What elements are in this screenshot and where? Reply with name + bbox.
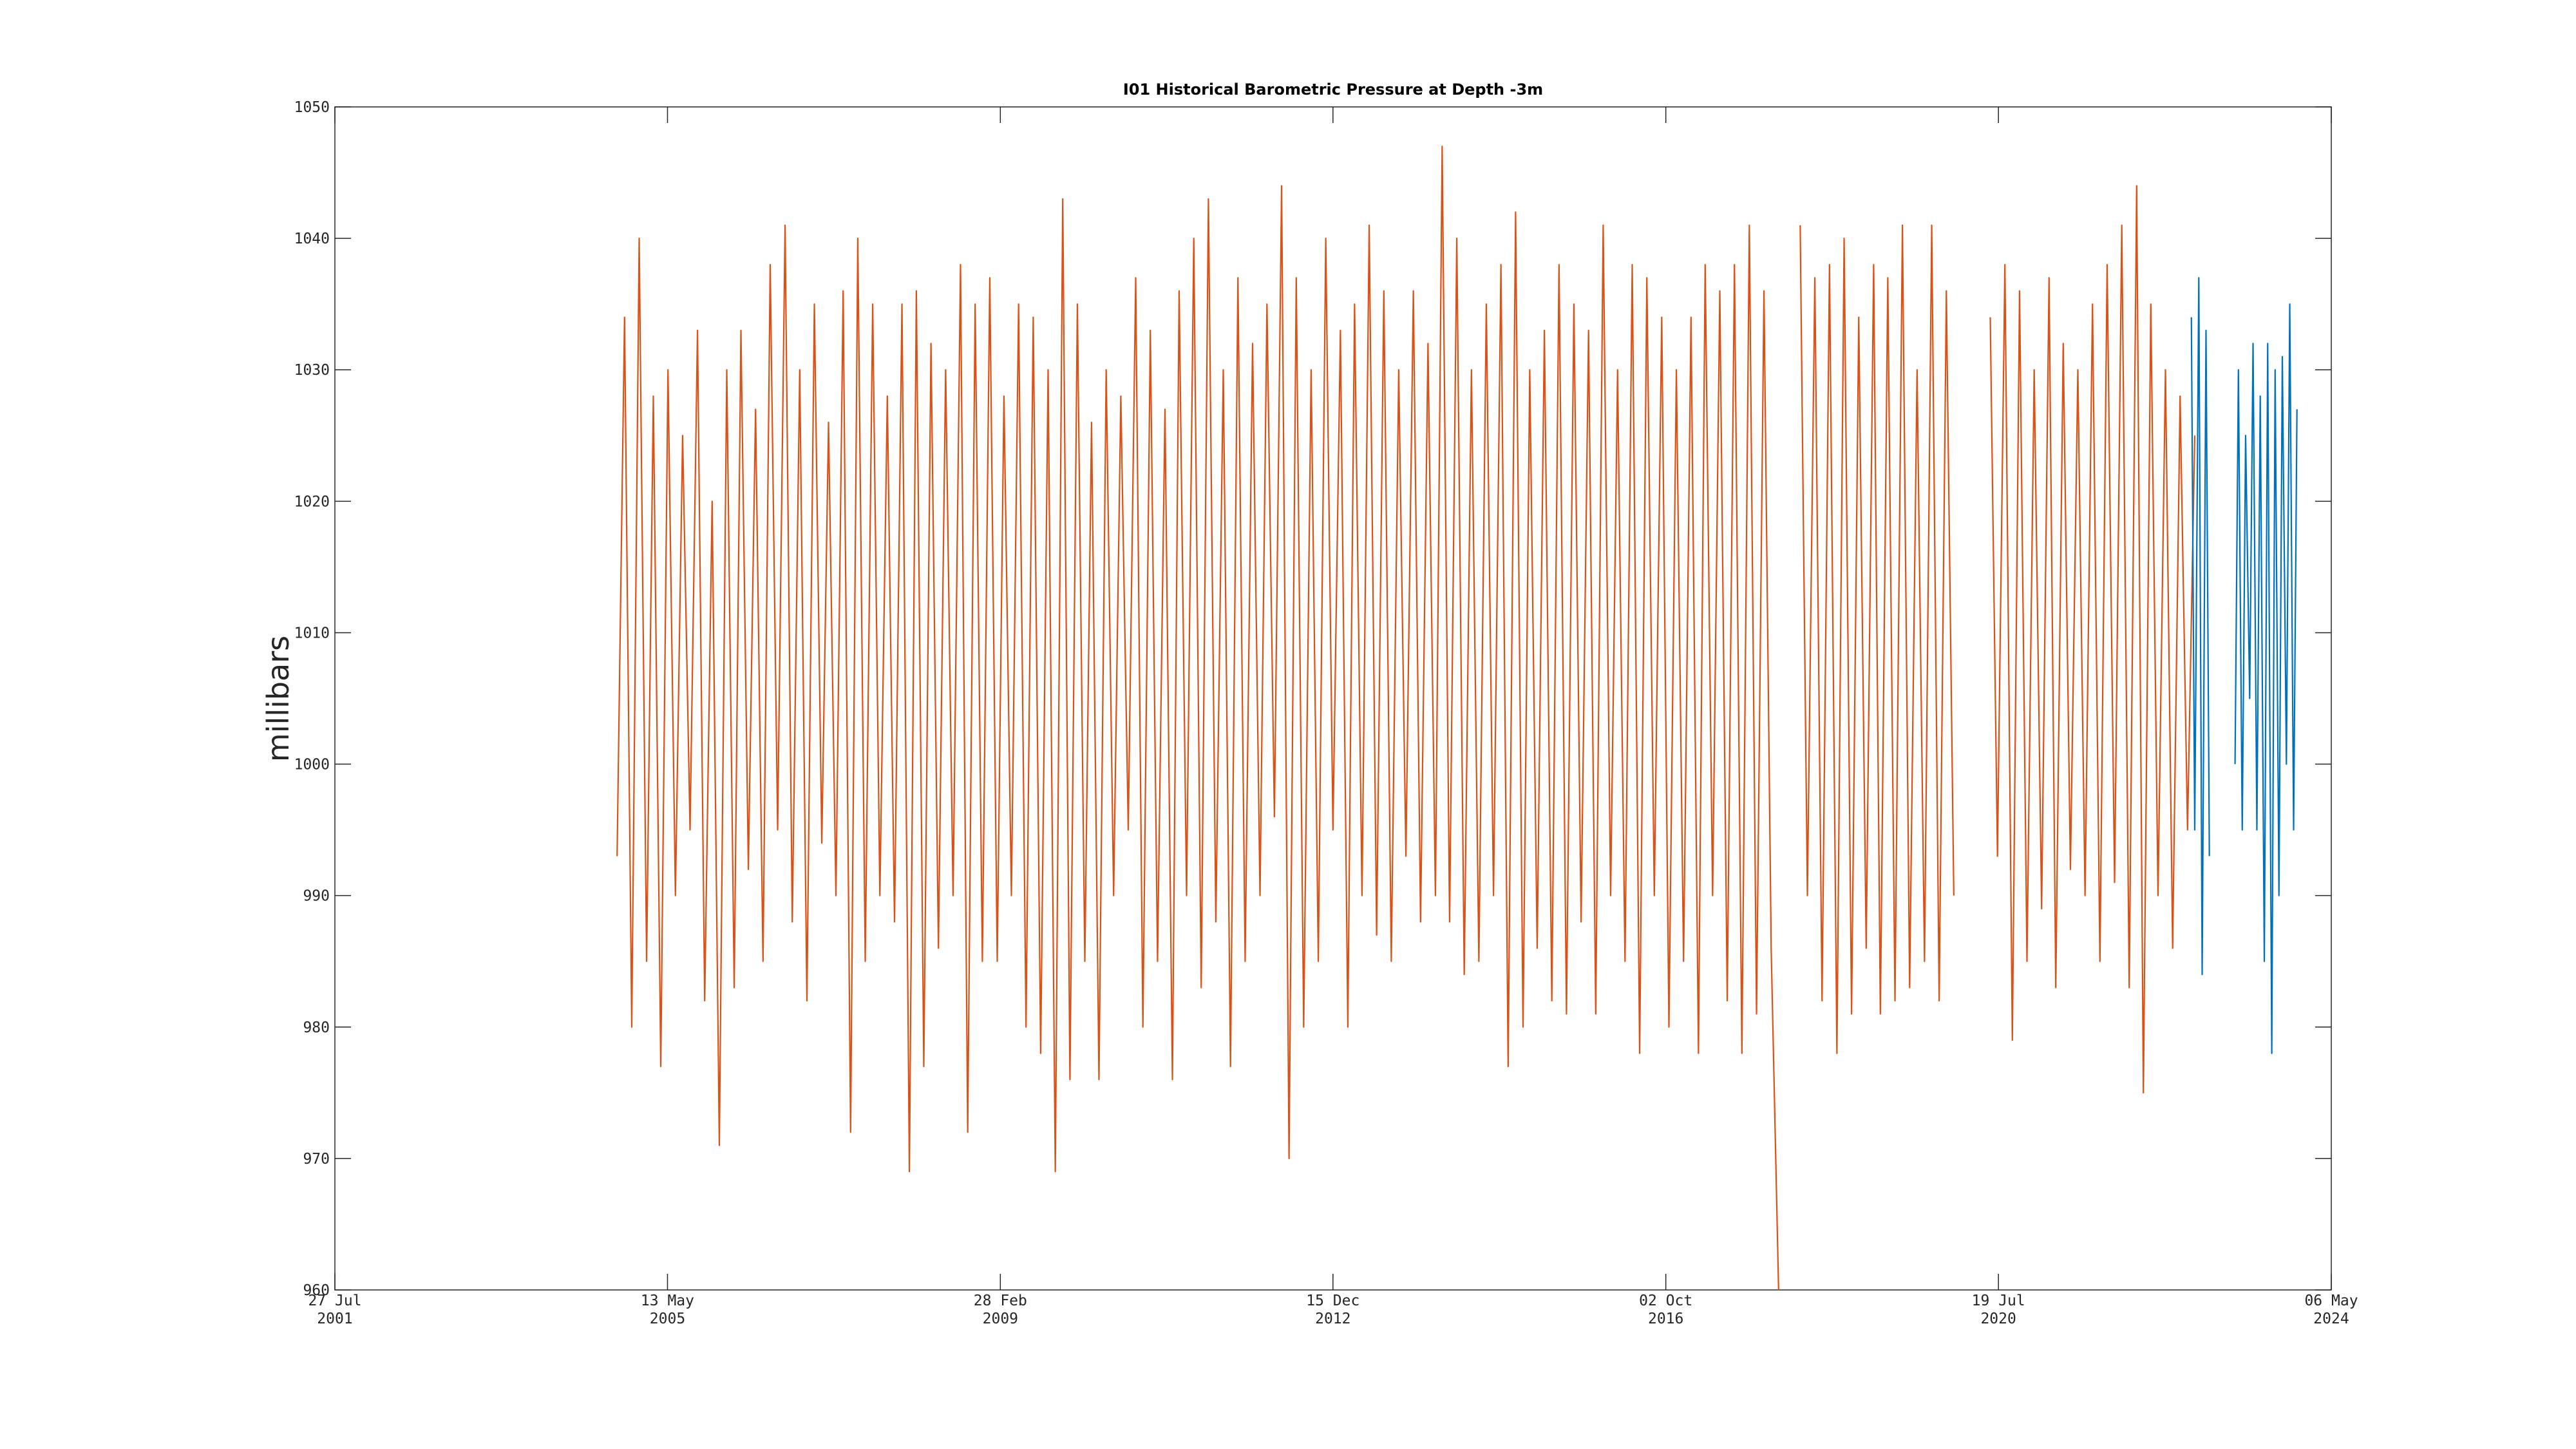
x-tick-label: 27 Jul 2001 — [308, 1293, 361, 1327]
x-tick-label-line: 2016 — [1648, 1311, 1683, 1327]
x-tick-label-line: 2020 — [1980, 1311, 2016, 1327]
chart-title: I01 Historical Barometric Pressure at De… — [1123, 80, 1543, 99]
x-tick-label-line: 15 Dec — [1306, 1293, 1359, 1309]
y-tick-label: 990 — [303, 888, 330, 905]
y-tick-label: 1050 — [294, 99, 330, 116]
x-tick-label: 28 Feb 2009 — [974, 1293, 1027, 1327]
y-tick-label: 1020 — [294, 493, 330, 510]
y-tick-label: 1010 — [294, 625, 330, 641]
data-line — [1989, 185, 2196, 1094]
x-tick-label-line: 13 May — [641, 1293, 694, 1309]
data-line — [2190, 277, 2210, 976]
x-tick-label-line: 2012 — [1315, 1311, 1350, 1327]
x-tick-label: 13 May 2005 — [641, 1293, 694, 1327]
x-tick-label-line: 2005 — [650, 1311, 685, 1327]
x-tick-label-line: 02 Oct — [1639, 1293, 1692, 1309]
data-line — [616, 146, 1779, 1291]
x-tick-label-line: 2024 — [2313, 1311, 2349, 1327]
y-tick-label: 970 — [303, 1151, 330, 1168]
x-tick-label-line: 06 May — [2304, 1293, 2358, 1309]
y-tick-label: 960 — [303, 1282, 330, 1299]
x-tick-label-line: 19 Jul — [1972, 1293, 2025, 1309]
data-line — [1799, 224, 1955, 1054]
x-tick-label-line: 2009 — [983, 1311, 1018, 1327]
y-tick-label: 1040 — [294, 231, 330, 247]
x-tick-label-line: 27 Jul — [308, 1293, 361, 1309]
x-tick-label: 15 Dec 2012 — [1306, 1293, 1359, 1327]
y-tick-label: 980 — [303, 1019, 330, 1036]
x-tick-label: 19 Jul 2020 — [1972, 1293, 2025, 1327]
x-tick-label: 06 May 2024 — [2304, 1293, 2358, 1327]
x-tick-label-line: 28 Feb — [974, 1293, 1027, 1309]
x-tick-label-line: 2001 — [317, 1311, 352, 1327]
x-tick-label: 02 Oct 2016 — [1639, 1293, 1692, 1327]
y-tick-label: 1030 — [294, 362, 330, 379]
data-line — [2234, 303, 2298, 1054]
y-tick-label: 1000 — [294, 757, 330, 773]
y-axis-label: millibars — [261, 636, 296, 762]
